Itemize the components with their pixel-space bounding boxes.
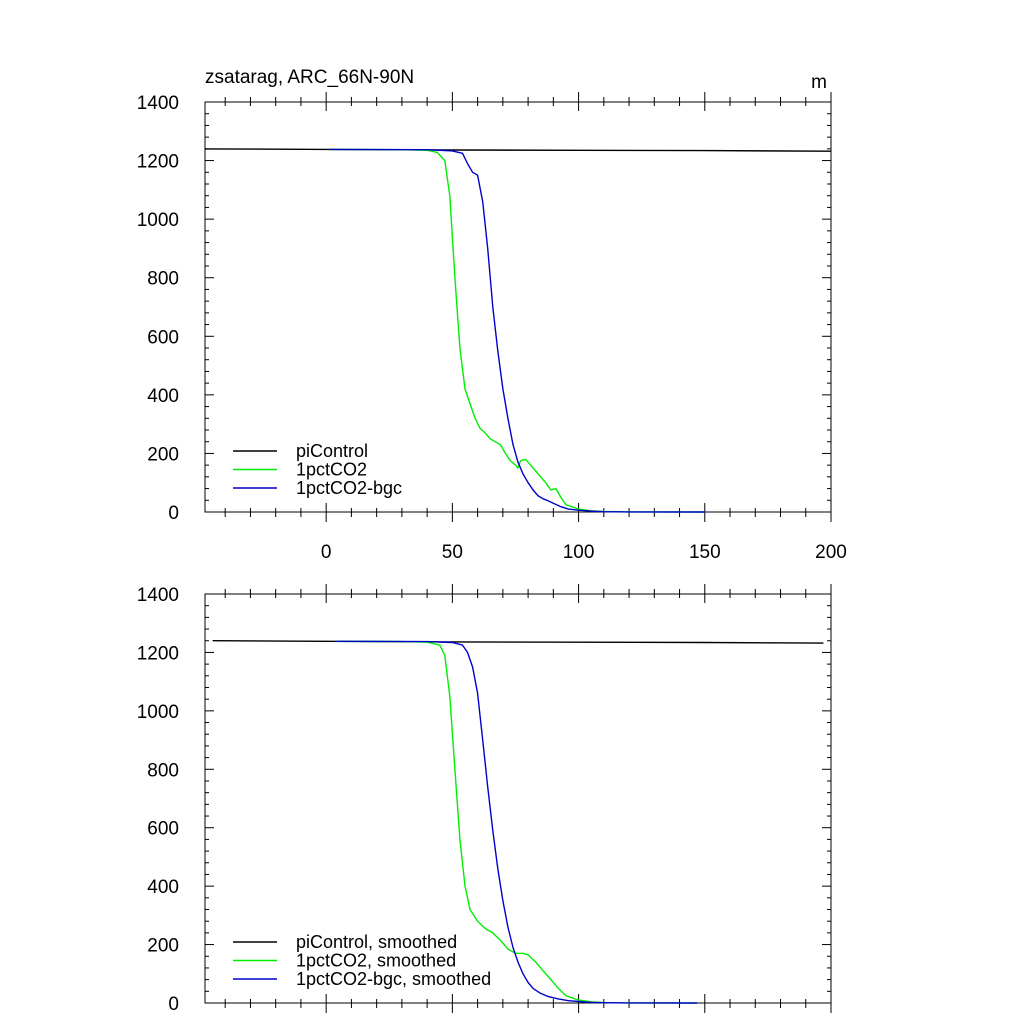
legend-label: 1pctCO2: [296, 460, 367, 480]
series-line-2: [336, 640, 698, 1004]
chart-panel-bottom: 0 200 400 600 800 1000 1200 1400 piControl, smoo…: [137, 584, 832, 1015]
legend-label: piControl, smoothed: [296, 932, 457, 952]
legend-label: 1pctCO2-bgc: [296, 478, 402, 498]
chart-panel-top: 0 200 400 600 800 1000 1200 1400 0 50 100 150 200 zsa…: [137, 67, 847, 563]
plot-frame: [204, 593, 832, 1004]
y-tick-label: 200: [147, 936, 179, 957]
x-tick-label: 200: [815, 542, 847, 563]
series-line-3: [328, 148, 705, 513]
y-tick-label: 200: [147, 444, 179, 465]
y-tick-label: 1000: [137, 210, 179, 231]
legend-label: 1pctCO2, smoothed: [296, 951, 456, 971]
y-tick-label: 600: [147, 819, 179, 840]
legend-label: piControl: [296, 441, 368, 461]
units-label: m: [811, 72, 827, 93]
x-tick-label: 0: [321, 542, 332, 563]
y-tick-label: 400: [147, 877, 179, 898]
y-tick-label: 400: [147, 386, 179, 407]
y-tick-label: 1400: [137, 93, 179, 114]
x-tick-label: 100: [563, 542, 595, 563]
x-tick-label: 50: [442, 542, 463, 563]
y-tick-label: 0: [168, 503, 179, 524]
x-tick-label: 150: [689, 542, 721, 563]
series-line-1: [212, 640, 824, 644]
y-tick-label: 600: [147, 327, 179, 348]
legend-label: 1pctCO2-bgc, smoothed: [296, 969, 491, 989]
y-tick-label: 800: [147, 269, 179, 290]
y-tick-label: 1200: [137, 643, 179, 664]
y-tick-label: 0: [168, 994, 179, 1015]
y-tick-label: 1000: [137, 702, 179, 723]
y-tick-label: 1200: [137, 152, 179, 173]
plot-frame: [204, 101, 832, 513]
chart-title: zsatarag, ARC_66N-90N: [205, 67, 414, 88]
series-line-2: [328, 148, 705, 513]
series-line-3: [336, 640, 698, 1004]
y-tick-label: 1400: [137, 585, 179, 606]
series-line-1: [204, 148, 832, 152]
y-tick-label: 800: [147, 760, 179, 781]
